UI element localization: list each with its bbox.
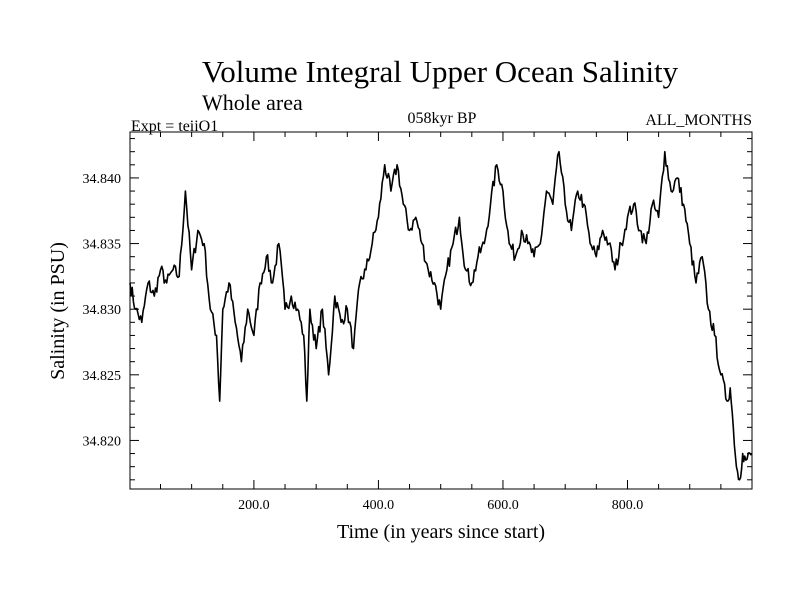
y-axis-label: Salinity (in PSU): [47, 242, 69, 380]
y-tick-label: 34.835: [83, 238, 122, 253]
y-tick-label: 34.820: [83, 434, 122, 449]
experiment-label: Expt = teiiO1: [131, 118, 218, 135]
x-tick-label: 200.0: [238, 498, 270, 513]
y-axis: 34.820 34.825 34.830 34.835 34.840: [83, 138, 752, 481]
y-tick-label: 34.830: [83, 303, 122, 318]
x-tick-label: 600.0: [487, 498, 519, 513]
salinity-series-line: [129, 150, 753, 481]
x-axis-label: Time (in years since start): [337, 521, 545, 543]
y-tick-label: 34.825: [83, 369, 122, 384]
x-axis: 200.0 400.0 600.0 800.0: [160, 132, 722, 513]
y-tick-label: 34.840: [83, 172, 122, 187]
chart-title: Volume Integral Upper Ocean Salinity: [202, 54, 679, 89]
period-label: 058kyr BP: [408, 110, 477, 127]
chart-subtitle: Whole area: [202, 90, 303, 115]
x-tick-label: 400.0: [363, 498, 395, 513]
x-tick-label: 800.0: [612, 498, 644, 513]
months-label: ALL_MONTHS: [645, 112, 752, 129]
